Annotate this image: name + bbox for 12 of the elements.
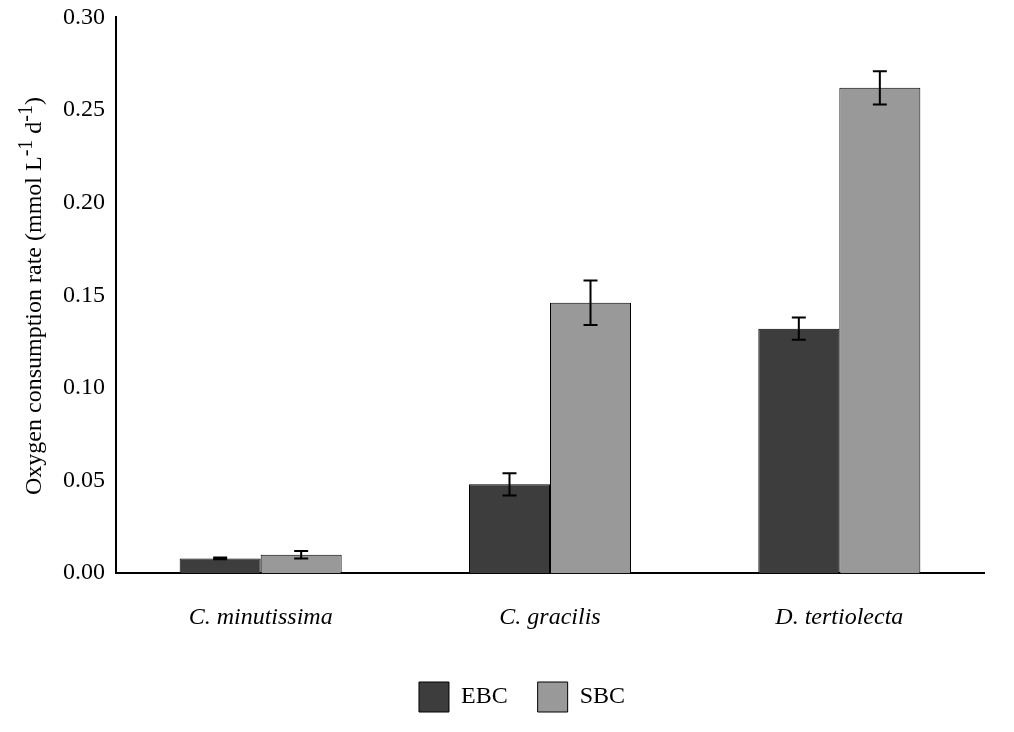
y-tick-label: 0.10 [63,373,105,400]
legend-label: EBC [460,682,508,709]
y-tick-label: 0.25 [63,95,105,122]
x-tick-label: C. gracilis [499,602,601,629]
x-tick-label: D. tertiolecta [774,602,904,629]
y-tick-label: 0.20 [63,187,105,214]
y-tick-label: 0.30 [63,2,105,29]
y-tick-label: 0.15 [63,280,105,307]
y-tick-label: 0.00 [63,558,105,585]
x-tick-label: C. minutissima [188,602,333,629]
y-tick-label: 0.05 [63,465,105,492]
legend-label: SBC [579,682,626,709]
